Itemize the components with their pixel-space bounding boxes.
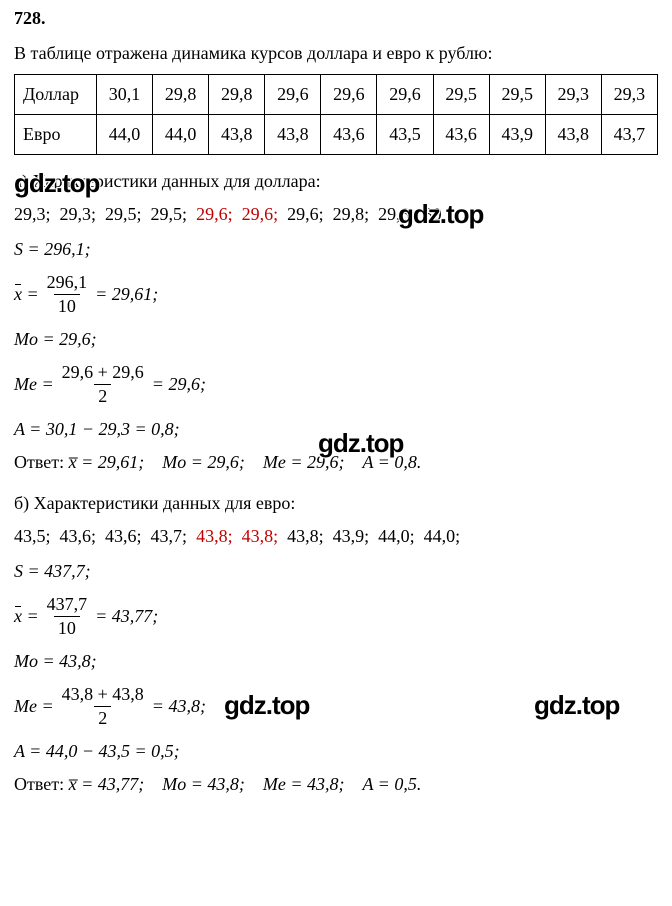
part-a-median: Me = 29,6 + 29,6 2 = 29,6; bbox=[14, 362, 658, 407]
cell: 44,0 bbox=[97, 115, 153, 155]
numerator: 296,1 bbox=[43, 272, 92, 294]
result: = 29,6; bbox=[152, 374, 206, 395]
numerator: 29,6 + 29,6 bbox=[58, 362, 148, 384]
denominator: 2 bbox=[94, 384, 111, 407]
cell: 29,8 bbox=[153, 75, 209, 115]
part-b-answer: Ответ: x̅ = 43,77; Mo = 43,8; Me = 43,8;… bbox=[14, 774, 658, 795]
fraction: 43,8 + 43,8 2 bbox=[58, 684, 148, 729]
cell: 29,3 bbox=[601, 75, 657, 115]
cell: 29,5 bbox=[433, 75, 489, 115]
cell: 30,1 bbox=[97, 75, 153, 115]
currency-table: Доллар 30,1 29,8 29,8 29,6 29,6 29,6 29,… bbox=[14, 74, 658, 155]
fraction: 29,6 + 29,6 2 bbox=[58, 362, 148, 407]
row-label-euro: Евро bbox=[15, 115, 97, 155]
part-b-sorted: 43,5; 43,6; 43,6; 43,7; 43,8; 43,8; 43,8… bbox=[14, 526, 658, 547]
xbar-symbol: x bbox=[14, 284, 22, 305]
cell: 29,6 bbox=[377, 75, 433, 115]
cell: 29,5 bbox=[489, 75, 545, 115]
cell: 29,8 bbox=[209, 75, 265, 115]
result: = 29,61; bbox=[95, 284, 158, 305]
cell: 43,5 bbox=[377, 115, 433, 155]
cell: 43,7 bbox=[601, 115, 657, 155]
denominator: 10 bbox=[54, 294, 80, 317]
part-a-mean: x = 296,1 10 = 29,61; bbox=[14, 272, 658, 317]
answer-prefix: Ответ: bbox=[14, 452, 69, 472]
fraction: 296,1 10 bbox=[43, 272, 92, 317]
xbar-symbol: x bbox=[14, 606, 22, 627]
fraction: 437,7 10 bbox=[43, 594, 92, 639]
cell: 43,9 bbox=[489, 115, 545, 155]
answer-value: x̅ = 29,61; Mo = 29,6; Me = 29,6; A = 0,… bbox=[69, 452, 422, 472]
cell: 29,3 bbox=[545, 75, 601, 115]
part-b-median: Me = 43,8 + 43,8 2 = 43,8; bbox=[14, 684, 658, 729]
part-b-title: б) Характеристики данных для евро: bbox=[14, 493, 658, 514]
numerator: 437,7 bbox=[43, 594, 92, 616]
part-b-mean: x = 437,7 10 = 43,77; bbox=[14, 594, 658, 639]
row-label-dollar: Доллар bbox=[15, 75, 97, 115]
result: = 43,8; bbox=[152, 696, 206, 717]
table-row: Евро 44,0 44,0 43,8 43,8 43,6 43,5 43,6 … bbox=[15, 115, 658, 155]
part-a-sorted: 29,3; 29,3; 29,5; 29,5; 29,6; 29,6; 29,6… bbox=[14, 204, 658, 225]
me-symbol: Me bbox=[14, 696, 37, 717]
part-a-answer: Ответ: x̅ = 29,61; Mo = 29,6; Me = 29,6;… bbox=[14, 452, 658, 473]
cell: 43,8 bbox=[209, 115, 265, 155]
part-a-range: A = 30,1 − 29,3 = 0,8; bbox=[14, 419, 658, 440]
numerator: 43,8 + 43,8 bbox=[58, 684, 148, 706]
cell: 43,6 bbox=[433, 115, 489, 155]
cell: 43,6 bbox=[321, 115, 377, 155]
cell: 43,8 bbox=[265, 115, 321, 155]
part-b-mode: Mo = 43,8; bbox=[14, 651, 658, 672]
answer-value: x̅ = 43,77; Mo = 43,8; Me = 43,8; A = 0,… bbox=[69, 774, 422, 794]
cell: 29,6 bbox=[265, 75, 321, 115]
denominator: 2 bbox=[94, 706, 111, 729]
cell: 44,0 bbox=[153, 115, 209, 155]
part-b-range: A = 44,0 − 43,5 = 0,5; bbox=[14, 741, 658, 762]
part-a-title: а) Характеристики данных для доллара: bbox=[14, 171, 658, 192]
intro-text: В таблице отражена динамика курсов долла… bbox=[14, 43, 658, 64]
cell: 43,8 bbox=[545, 115, 601, 155]
part-a-sum: S = 296,1; bbox=[14, 239, 658, 260]
part-a-mode: Mo = 29,6; bbox=[14, 329, 658, 350]
part-b-sum: S = 437,7; bbox=[14, 561, 658, 582]
denominator: 10 bbox=[54, 616, 80, 639]
problem-number: 728. bbox=[14, 8, 658, 29]
cell: 29,6 bbox=[321, 75, 377, 115]
result: = 43,77; bbox=[95, 606, 158, 627]
me-symbol: Me bbox=[14, 374, 37, 395]
answer-prefix: Ответ: bbox=[14, 774, 69, 794]
table-row: Доллар 30,1 29,8 29,8 29,6 29,6 29,6 29,… bbox=[15, 75, 658, 115]
